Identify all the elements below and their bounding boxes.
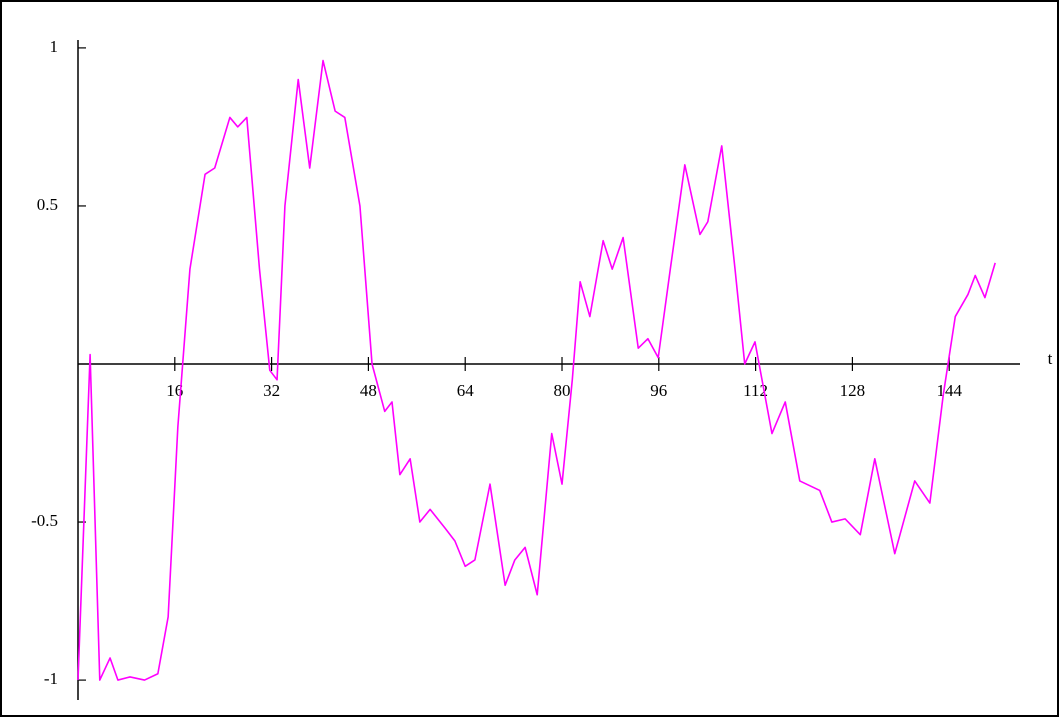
x-tick-label: 112: [743, 381, 768, 400]
x-tick-label: 144: [936, 381, 962, 400]
x-tick-label: 96: [650, 381, 667, 400]
x-tick-label: 16: [166, 381, 183, 400]
x-tick-label: 32: [263, 381, 280, 400]
x-tick-label: 80: [554, 381, 571, 400]
y-tick-label: -1: [44, 669, 58, 688]
line: [77, 59, 996, 681]
x-tick-label: 48: [360, 381, 377, 400]
y-tick-label: 1: [50, 37, 59, 56]
y-tick-label: -0.5: [31, 511, 58, 530]
x-tick-label: 64: [457, 381, 475, 400]
x-axis-label: t: [1048, 349, 1053, 368]
x-tick-label: 128: [840, 381, 866, 400]
y-tick-label: 0.5: [37, 195, 58, 214]
